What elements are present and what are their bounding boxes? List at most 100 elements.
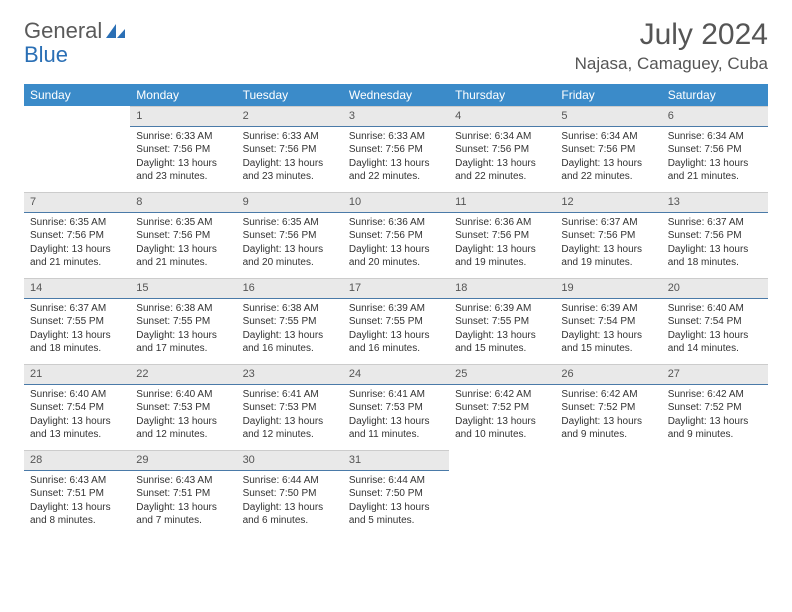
sunrise-text: Sunrise: 6:35 AM: [243, 216, 337, 230]
sunrise-text: Sunrise: 6:39 AM: [561, 302, 655, 316]
calendar-day-cell: 2Sunrise: 6:33 AMSunset: 7:56 PMDaylight…: [237, 106, 343, 192]
daylight-text: Daylight: 13 hours and 12 minutes.: [243, 415, 337, 442]
day-content: Sunrise: 6:37 AMSunset: 7:56 PMDaylight:…: [555, 213, 661, 276]
calendar-day-cell: 13Sunrise: 6:37 AMSunset: 7:56 PMDayligh…: [662, 192, 768, 278]
sunrise-text: Sunrise: 6:42 AM: [455, 388, 549, 402]
day-content: Sunrise: 6:33 AMSunset: 7:56 PMDaylight:…: [130, 127, 236, 190]
sunset-text: Sunset: 7:55 PM: [30, 315, 124, 329]
day-content: Sunrise: 6:35 AMSunset: 7:56 PMDaylight:…: [24, 213, 130, 276]
sunrise-text: Sunrise: 6:42 AM: [561, 388, 655, 402]
daylight-text: Daylight: 13 hours and 18 minutes.: [30, 329, 124, 356]
day-content: Sunrise: 6:43 AMSunset: 7:51 PMDaylight:…: [24, 471, 130, 534]
day-number: 18: [449, 278, 555, 299]
sunrise-text: Sunrise: 6:35 AM: [136, 216, 230, 230]
daylight-text: Daylight: 13 hours and 9 minutes.: [668, 415, 762, 442]
day-content: Sunrise: 6:39 AMSunset: 7:54 PMDaylight:…: [555, 299, 661, 362]
day-number: 5: [555, 106, 661, 127]
calendar-day-cell: 14 Sunrise: 6:37 AMSunset: 7:55 PMDayligh…: [24, 278, 130, 364]
day-number: 28: [24, 450, 130, 471]
logo: General: [24, 18, 127, 44]
calendar-day-cell: 24Sunrise: 6:41 AMSunset: 7:53 PMDayligh…: [343, 364, 449, 450]
sunrise-text: Sunrise: 6:41 AM: [349, 388, 443, 402]
sunrise-text: Sunrise: 6:39 AM: [349, 302, 443, 316]
daylight-text: Daylight: 13 hours and 9 minutes.: [561, 415, 655, 442]
sunrise-text: Sunrise: 6:41 AM: [243, 388, 337, 402]
day-content: Sunrise: 6:40 AMSunset: 7:54 PMDaylight:…: [662, 299, 768, 362]
sunrise-text: Sunrise: 6:40 AM: [30, 388, 124, 402]
sunset-text: Sunset: 7:55 PM: [349, 315, 443, 329]
day-content: Sunrise: 6:38 AMSunset: 7:55 PMDaylight:…: [237, 299, 343, 362]
sunrise-text: Sunrise: 6:37 AM: [30, 302, 124, 316]
daylight-text: Daylight: 13 hours and 11 minutes.: [349, 415, 443, 442]
calendar-day-cell: 26Sunrise: 6:42 AMSunset: 7:52 PMDayligh…: [555, 364, 661, 450]
calendar-day-cell: 9Sunrise: 6:35 AMSunset: 7:56 PMDaylight…: [237, 192, 343, 278]
day-content: Sunrise: 6:41 AMSunset: 7:53 PMDaylight:…: [237, 385, 343, 448]
daylight-text: Daylight: 13 hours and 18 minutes.: [668, 243, 762, 270]
day-content: Sunrise: 6:34 AMSunset: 7:56 PMDaylight:…: [555, 127, 661, 190]
sunset-text: Sunset: 7:56 PM: [243, 229, 337, 243]
calendar-day-cell: 1Sunrise: 6:33 AMSunset: 7:56 PMDaylight…: [130, 106, 236, 192]
weekday-header: Tuesday: [237, 84, 343, 106]
day-number: 11: [449, 192, 555, 213]
calendar-day-cell: [555, 450, 661, 536]
calendar-header-row: SundayMondayTuesdayWednesdayThursdayFrid…: [24, 84, 768, 106]
calendar-week-row: 14Sunrise: 6:37 AMSunset: 7:55 PMDayligh…: [24, 278, 768, 364]
day-number: 7: [24, 192, 130, 213]
day-number: 19: [555, 278, 661, 299]
day-content: Sunrise: 6:34 AMSunset: 7:56 PMDaylight:…: [449, 127, 555, 190]
day-number: 10: [343, 192, 449, 213]
day-number: 26: [555, 364, 661, 385]
day-number: 30: [237, 450, 343, 471]
sunset-text: Sunset: 7:56 PM: [455, 143, 549, 157]
sunset-text: Sunset: 7:51 PM: [136, 487, 230, 501]
day-content: Sunrise: 6:44 AMSunset: 7:50 PMDaylight:…: [343, 471, 449, 534]
calendar-week-row: 1Sunrise: 6:33 AMSunset: 7:56 PMDaylight…: [24, 106, 768, 192]
day-content: Sunrise: 6:38 AMSunset: 7:55 PMDaylight:…: [130, 299, 236, 362]
sunset-text: Sunset: 7:52 PM: [668, 401, 762, 415]
calendar-day-cell: 27Sunrise: 6:42 AMSunset: 7:52 PMDayligh…: [662, 364, 768, 450]
daylight-text: Daylight: 13 hours and 15 minutes.: [455, 329, 549, 356]
calendar-day-cell: [449, 450, 555, 536]
day-number: 14: [24, 278, 130, 299]
day-content: Sunrise: 6:33 AMSunset: 7:56 PMDaylight:…: [237, 127, 343, 190]
daylight-text: Daylight: 13 hours and 21 minutes.: [668, 157, 762, 184]
calendar-week-row: 28Sunrise: 6:43 AMSunset: 7:51 PMDayligh…: [24, 450, 768, 536]
day-content: Sunrise: 6:40 AMSunset: 7:54 PMDaylight:…: [24, 385, 130, 448]
sunrise-text: Sunrise: 6:34 AM: [668, 130, 762, 144]
sunset-text: Sunset: 7:56 PM: [136, 229, 230, 243]
day-content: Sunrise: 6:37 AMSunset: 7:56 PMDaylight:…: [662, 213, 768, 276]
sunrise-text: Sunrise: 6:40 AM: [668, 302, 762, 316]
sunset-text: Sunset: 7:56 PM: [136, 143, 230, 157]
calendar-day-cell: 23Sunrise: 6:41 AMSunset: 7:53 PMDayligh…: [237, 364, 343, 450]
sunset-text: Sunset: 7:54 PM: [30, 401, 124, 415]
day-content: Sunrise: 6:34 AMSunset: 7:56 PMDaylight:…: [662, 127, 768, 190]
sunrise-text: Sunrise: 6:38 AM: [243, 302, 337, 316]
month-title: July 2024: [575, 18, 768, 52]
day-content: Sunrise: 6:39 AMSunset: 7:55 PMDaylight:…: [343, 299, 449, 362]
daylight-text: Daylight: 13 hours and 20 minutes.: [243, 243, 337, 270]
calendar-day-cell: 3Sunrise: 6:33 AMSunset: 7:56 PMDaylight…: [343, 106, 449, 192]
day-number: 2: [237, 106, 343, 127]
daylight-text: Daylight: 13 hours and 17 minutes.: [136, 329, 230, 356]
daylight-text: Daylight: 13 hours and 23 minutes.: [243, 157, 337, 184]
sunrise-text: Sunrise: 6:36 AM: [455, 216, 549, 230]
calendar-day-cell: 19Sunrise: 6:39 AMSunset: 7:54 PMDayligh…: [555, 278, 661, 364]
sunset-text: Sunset: 7:54 PM: [668, 315, 762, 329]
sunset-text: Sunset: 7:56 PM: [668, 143, 762, 157]
daylight-text: Daylight: 13 hours and 21 minutes.: [30, 243, 124, 270]
daylight-text: Daylight: 13 hours and 5 minutes.: [349, 501, 443, 528]
calendar-week-row: 21Sunrise: 6:40 AMSunset: 7:54 PMDayligh…: [24, 364, 768, 450]
day-number: 8: [130, 192, 236, 213]
calendar-table: SundayMondayTuesdayWednesdayThursdayFrid…: [24, 84, 768, 536]
day-content: Sunrise: 6:41 AMSunset: 7:53 PMDaylight:…: [343, 385, 449, 448]
daylight-text: Daylight: 13 hours and 6 minutes.: [243, 501, 337, 528]
sunset-text: Sunset: 7:56 PM: [455, 229, 549, 243]
calendar-day-cell: 28Sunrise: 6:43 AMSunset: 7:51 PMDayligh…: [24, 450, 130, 536]
day-content: Sunrise: 6:35 AMSunset: 7:56 PMDaylight:…: [237, 213, 343, 276]
day-number: 3: [343, 106, 449, 127]
calendar-day-cell: [24, 106, 130, 192]
calendar-day-cell: 8Sunrise: 6:35 AMSunset: 7:56 PMDaylight…: [130, 192, 236, 278]
calendar-day-cell: 21Sunrise: 6:40 AMSunset: 7:54 PMDayligh…: [24, 364, 130, 450]
day-number: 24: [343, 364, 449, 385]
calendar-day-cell: 7Sunrise: 6:35 AMSunset: 7:56 PMDaylight…: [24, 192, 130, 278]
